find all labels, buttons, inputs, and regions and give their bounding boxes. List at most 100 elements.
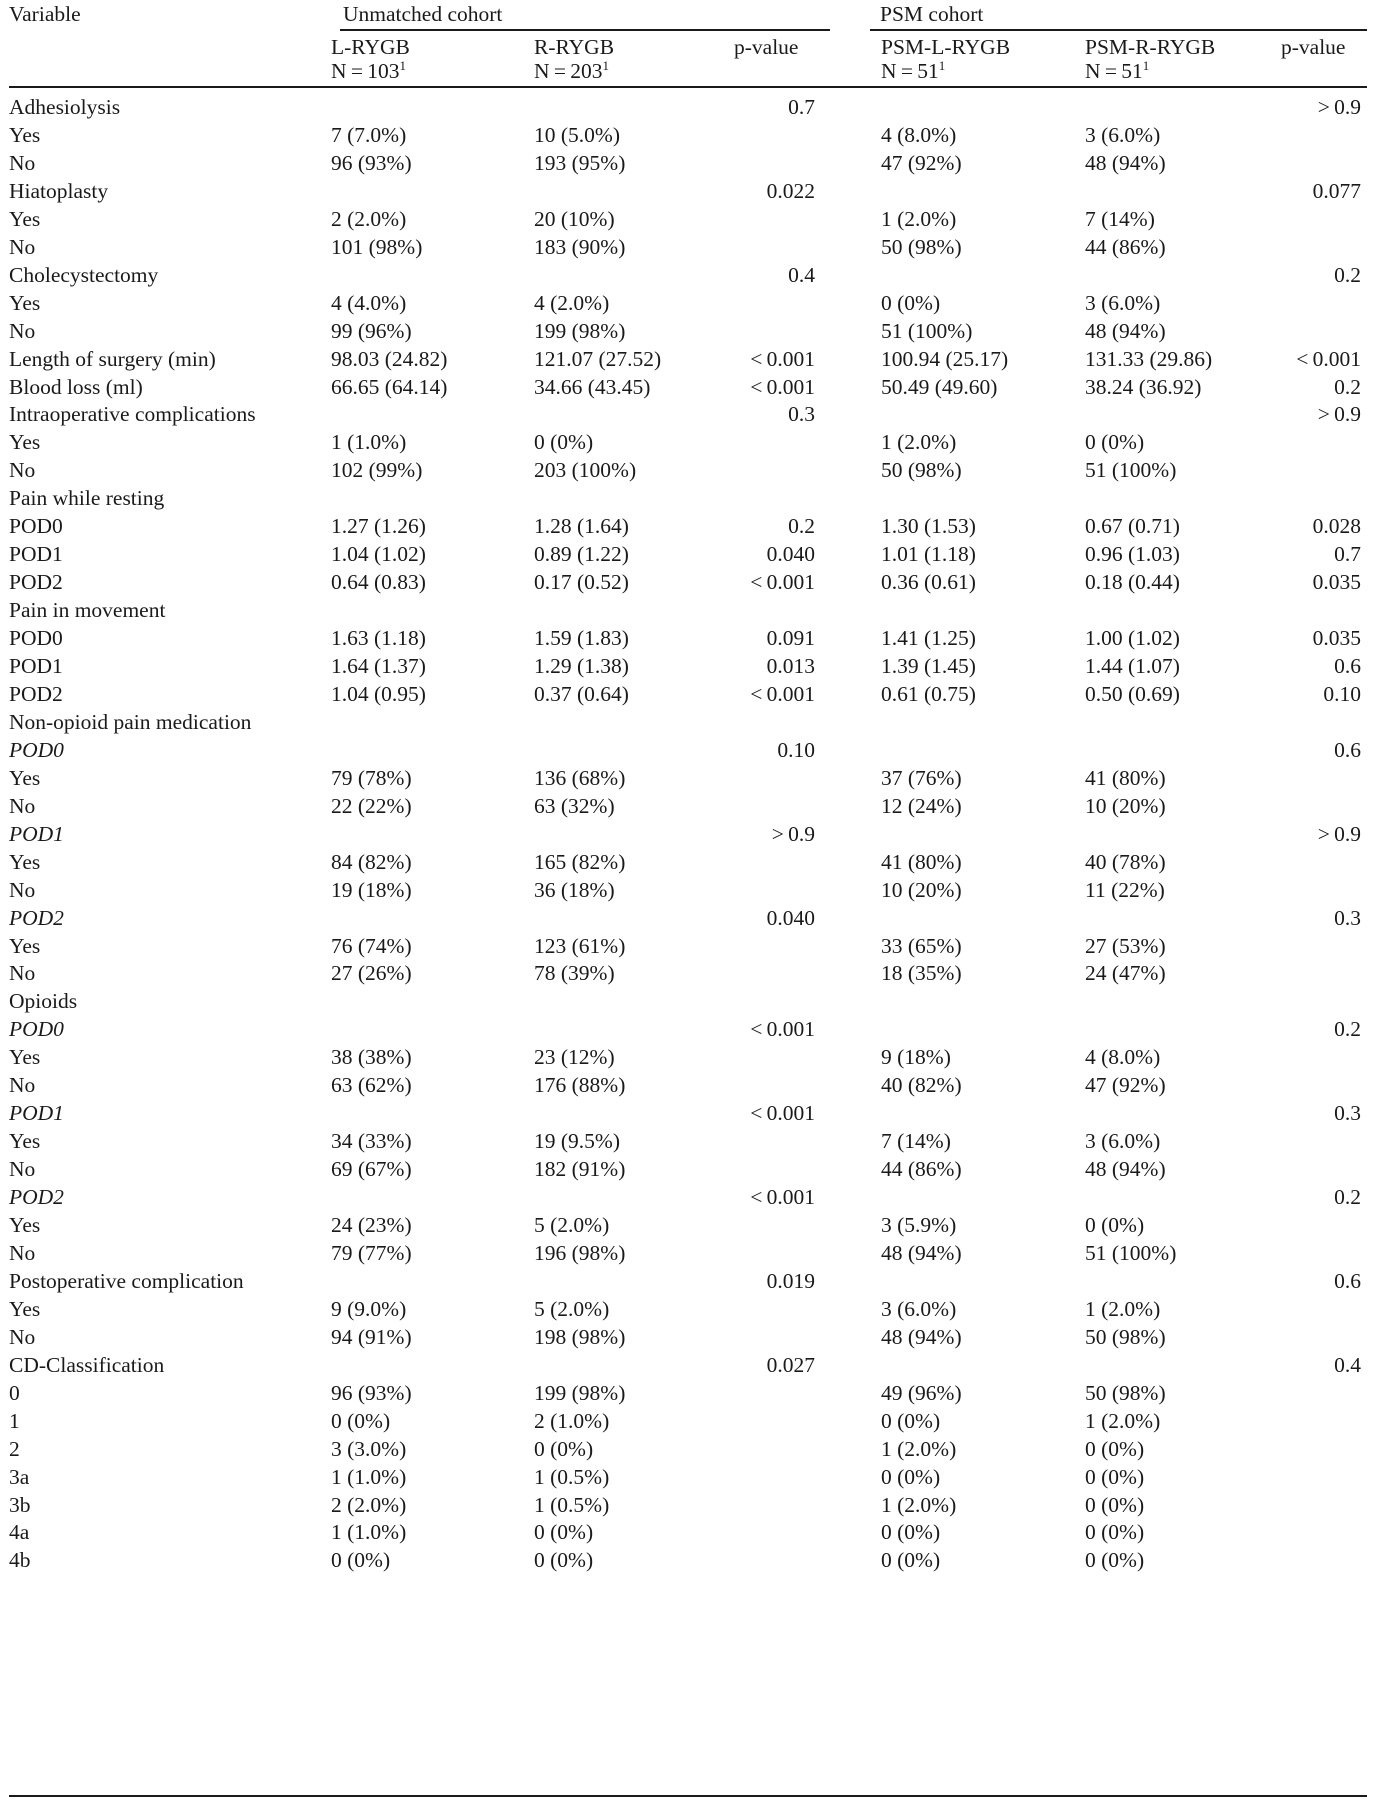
p-value-cell: 0.4 bbox=[1334, 1352, 1361, 1377]
table-cell: 182 (91%) bbox=[534, 1157, 626, 1182]
table-cell: 19 (18%) bbox=[331, 877, 412, 902]
p-value-cell: < 0.001 bbox=[1296, 346, 1361, 371]
group-rule-unmatched bbox=[340, 29, 830, 31]
row-label: Yes bbox=[9, 122, 41, 147]
table-cell: 7 (14%) bbox=[881, 1129, 951, 1154]
row-label: Postoperative complication bbox=[9, 1268, 244, 1293]
table-cell: 0.61 (0.75) bbox=[881, 681, 976, 706]
table-cell: 66.65 (64.14) bbox=[331, 374, 448, 399]
row-label: No bbox=[9, 877, 36, 902]
table-cell: 0.96 (1.03) bbox=[1085, 542, 1180, 567]
table-cell: 1 (2.0%) bbox=[881, 1436, 957, 1461]
p-value-cell: < 0.001 bbox=[750, 1101, 815, 1126]
table-cell: 48 (94%) bbox=[881, 1240, 962, 1265]
table-cell: 48 (94%) bbox=[1085, 150, 1166, 175]
table-cell: 0 (0%) bbox=[534, 430, 594, 455]
row-label: No bbox=[9, 318, 36, 343]
table-cell: 1 (0.5%) bbox=[534, 1464, 610, 1489]
table-cell: 48 (94%) bbox=[1085, 1157, 1166, 1182]
row-label: Yes bbox=[9, 430, 41, 455]
table-cell: 1.27 (1.26) bbox=[331, 514, 426, 539]
p-value-cell: 0.4 bbox=[788, 262, 815, 287]
table-cell: 165 (82%) bbox=[534, 849, 626, 874]
p-value-cell: 0.035 bbox=[1312, 626, 1361, 651]
p-value-cell: < 0.001 bbox=[750, 1017, 815, 1042]
table-cell: 63 (32%) bbox=[534, 793, 615, 818]
table-cell: 0 (0%) bbox=[1085, 1213, 1145, 1237]
table-cell: 94 (91%) bbox=[331, 1324, 412, 1349]
table-cell: 0 (0%) bbox=[881, 1520, 941, 1545]
table-cell: 1 (1.0%) bbox=[331, 1464, 407, 1489]
table-cell: 102 (99%) bbox=[331, 458, 423, 483]
table-cell: 63 (62%) bbox=[331, 1073, 412, 1098]
p-value-cell: 0.027 bbox=[766, 1352, 815, 1377]
p-value-cell: > 0.9 bbox=[1317, 821, 1361, 846]
table-cell: 1.64 (1.37) bbox=[331, 654, 426, 678]
row-label: POD2 bbox=[9, 905, 64, 930]
row-label: No bbox=[9, 1157, 36, 1182]
table-cell: 40 (82%) bbox=[881, 1073, 962, 1098]
p-value-cell: 0.7 bbox=[1334, 542, 1361, 567]
p-value-cell: 0.077 bbox=[1312, 178, 1361, 203]
row-label: Yes bbox=[9, 849, 41, 874]
table-cell: 48 (94%) bbox=[1085, 318, 1166, 343]
row-label: POD1 bbox=[9, 821, 64, 846]
table-cell: 24 (47%) bbox=[1085, 961, 1166, 986]
table-cell: 3 (6.0%) bbox=[1085, 290, 1161, 315]
row-label: POD1 bbox=[9, 542, 63, 567]
table-cell: 0 (0%) bbox=[1085, 1436, 1145, 1461]
row-label: Yes bbox=[9, 1296, 41, 1321]
table-cell: 1 (2.0%) bbox=[881, 1492, 957, 1517]
table-cell: 24 (23%) bbox=[331, 1213, 412, 1237]
table-cell: 1 (2.0%) bbox=[1085, 1296, 1161, 1321]
table-cell: 47 (92%) bbox=[881, 150, 962, 175]
row-label: 4a bbox=[9, 1520, 30, 1545]
row-label: Yes bbox=[9, 1045, 41, 1070]
row-label: No bbox=[9, 961, 36, 986]
table-cell: 0.67 (0.71) bbox=[1085, 514, 1180, 539]
p-value-cell: 0.028 bbox=[1312, 514, 1361, 539]
row-label: POD2 bbox=[9, 570, 63, 595]
table-cell: 0.36 (0.61) bbox=[881, 570, 976, 595]
table-cell: 50 (98%) bbox=[1085, 1380, 1166, 1405]
table-cell: 193 (95%) bbox=[534, 150, 626, 175]
p-value-cell: 0.3 bbox=[788, 402, 815, 427]
table-cell: 3 (6.0%) bbox=[1085, 122, 1161, 147]
table-cell: 1 (2.0%) bbox=[881, 206, 957, 231]
row-label: POD1 bbox=[9, 1101, 64, 1126]
row-label: POD2 bbox=[9, 1185, 64, 1210]
table-cell: 0 (0%) bbox=[534, 1520, 594, 1545]
p-value-cell: 0.019 bbox=[766, 1268, 815, 1293]
table-cell: 2 (2.0%) bbox=[331, 206, 407, 231]
p-value-cell: 0.040 bbox=[766, 542, 815, 567]
table-cell: 0 (0%) bbox=[331, 1408, 391, 1433]
p-value-cell: 0.6 bbox=[1334, 654, 1361, 678]
table-cell: 78 (39%) bbox=[534, 961, 615, 986]
table-cell: 176 (88%) bbox=[534, 1073, 626, 1098]
table-cell: 27 (53%) bbox=[1085, 933, 1166, 958]
table-cell: 19 (9.5%) bbox=[534, 1129, 620, 1154]
p-value-cell: 0.2 bbox=[1334, 1017, 1361, 1042]
table-cell: 136 (68%) bbox=[534, 765, 626, 790]
table-cell: 101 (98%) bbox=[331, 234, 423, 259]
p-value-cell: 0.3 bbox=[1334, 905, 1361, 930]
table-cell: 203 (100%) bbox=[534, 458, 637, 483]
table-cell: 0 (0%) bbox=[1085, 1548, 1145, 1573]
table-cell: 3 (6.0%) bbox=[1085, 1129, 1161, 1154]
p-value-cell: < 0.001 bbox=[750, 681, 815, 706]
table-cell: 1.28 (1.64) bbox=[534, 514, 629, 539]
column-header: L-RYGB N = 1031 bbox=[331, 35, 410, 83]
p-value-cell: > 0.9 bbox=[1317, 402, 1361, 427]
table-cell: 50 (98%) bbox=[881, 234, 962, 259]
header-group-psm: PSM cohort bbox=[880, 2, 984, 26]
table-cell: 4 (4.0%) bbox=[331, 290, 407, 315]
row-label: Yes bbox=[9, 1213, 41, 1237]
table-cell: 3 (6.0%) bbox=[881, 1296, 957, 1321]
row-label: CD-Classification bbox=[9, 1352, 165, 1377]
table-cell: 1 (2.0%) bbox=[881, 430, 957, 455]
table-cell: 12 (24%) bbox=[881, 793, 962, 818]
row-label: No bbox=[9, 150, 36, 175]
table-cell: 1.29 (1.38) bbox=[534, 654, 629, 678]
p-value-cell: 0.10 bbox=[1323, 681, 1361, 706]
